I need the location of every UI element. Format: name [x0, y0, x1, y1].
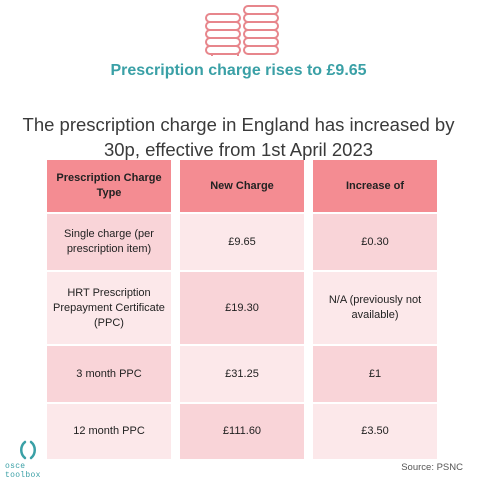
table-cell: £19.30: [180, 272, 304, 344]
logo-text: osce toolbox: [5, 462, 41, 480]
table-cell: N/A (previously not available): [313, 272, 437, 344]
table-cell: £3.50: [313, 404, 437, 459]
table-cell: £111.60: [180, 404, 304, 459]
coin-stack-icon: [205, 5, 279, 56]
header-charge-type: Prescription Charge Type: [47, 160, 171, 212]
open-bracket-icon: [20, 440, 36, 460]
table-cell: 12 month PPC: [47, 404, 171, 459]
table-cell: Single charge (per prescription item): [47, 214, 171, 270]
subheading: The prescription charge in England has i…: [22, 114, 455, 160]
table-cell: 3 month PPC: [47, 346, 171, 402]
table-cell: £9.65: [180, 214, 304, 270]
charges-table: Prescription Charge Type New Charge Incr…: [47, 160, 437, 459]
osce-toolbox-logo: osce toolbox: [5, 440, 65, 480]
header-new-charge: New Charge: [180, 160, 304, 212]
table-cell: HRT Prescription Prepayment Certificate …: [47, 272, 171, 344]
source-note: Source: PSNC: [401, 462, 463, 473]
table-cell: £0.30: [313, 214, 437, 270]
headline: Prescription charge rises to £9.65: [110, 62, 367, 79]
header-increase: Increase of: [313, 160, 437, 212]
table-cell: £31.25: [180, 346, 304, 402]
table-cell: £1: [313, 346, 437, 402]
